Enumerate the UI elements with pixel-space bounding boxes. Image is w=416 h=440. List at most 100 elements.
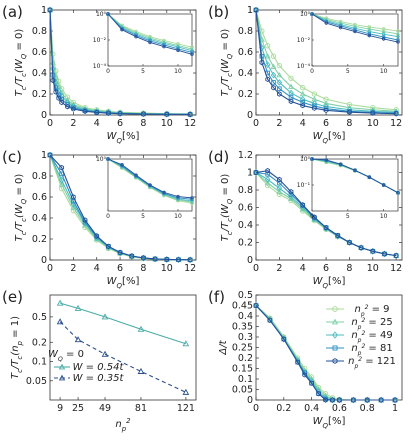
inset-data-point <box>106 157 110 161</box>
data-point <box>271 84 276 91</box>
y-tick-label: 0.2 <box>238 89 253 100</box>
inset-x-tick-label: 5 <box>141 213 145 220</box>
x-tick-label: 0 <box>253 263 259 274</box>
data-point <box>253 302 259 309</box>
inset-data-point <box>176 194 180 199</box>
inset-x-tick-label: 0 <box>106 68 110 75</box>
data-point <box>74 336 82 343</box>
data-point <box>59 99 65 106</box>
inset-c: 10⁰ 0 5 10 <box>96 156 195 220</box>
legend-marker <box>332 345 338 351</box>
y-tick-label: 0.05 <box>26 376 47 387</box>
inset-x-tick-label: 0 <box>310 213 314 220</box>
plot-frame <box>255 9 403 116</box>
data-point <box>300 85 306 91</box>
x-tick-label: 12 <box>184 118 196 129</box>
inset-data-point <box>324 21 328 26</box>
inset-data-point <box>148 40 152 45</box>
data-point <box>277 180 282 186</box>
x-tick-label: 4 <box>94 263 100 274</box>
inset-data-point <box>120 27 124 32</box>
data-point <box>187 111 193 118</box>
data-point <box>312 105 317 111</box>
x-tick-label: 0.2 <box>276 403 291 414</box>
data-point <box>323 107 329 113</box>
data-point <box>56 95 62 101</box>
series-line <box>49 154 191 261</box>
inset-data-point <box>339 162 343 167</box>
y-tick-label: 0.4 <box>238 220 253 231</box>
data-point <box>288 98 294 105</box>
inset-x-tick-label: 0 <box>310 68 314 75</box>
inset-y-tick-label: 10⁰ <box>96 156 107 163</box>
x-tick-label: 6 <box>323 118 329 129</box>
panel-label: (a) <box>2 3 23 21</box>
data-point <box>277 176 282 183</box>
y-tick-label: 1 <box>41 5 47 16</box>
inset-data-point <box>353 168 357 173</box>
data-point <box>152 256 158 262</box>
data-point <box>300 202 306 208</box>
inset-data-point <box>162 44 166 49</box>
y-tick-label: 0.6 <box>238 203 253 214</box>
data-point <box>259 59 265 66</box>
x-tick-label: 12 <box>390 118 402 129</box>
data-point <box>182 388 190 395</box>
x-tick-label: 0 <box>253 118 259 129</box>
panel-label: (c) <box>2 148 22 166</box>
inset-y-tick-label: 10⁻² <box>93 37 107 44</box>
data-point <box>270 53 277 59</box>
inset-data-point <box>396 40 400 44</box>
x-tick-label: 12 <box>390 263 402 274</box>
data-point <box>288 83 295 89</box>
inset-data-point <box>120 162 124 167</box>
x-tick-label: 0 <box>47 263 53 274</box>
data-point <box>393 252 399 259</box>
y-tick-label: 0.4 <box>32 213 47 224</box>
data-point <box>323 397 328 403</box>
y-axis-label: Tc/Tc(np = 1) <box>10 316 24 379</box>
data-point <box>300 100 306 105</box>
inset-y-tick-label: 10⁰ <box>300 11 311 18</box>
data-point <box>323 100 330 106</box>
x-tick-label: 9 <box>57 403 63 414</box>
x-tick-label: 81 <box>135 403 147 414</box>
x-tick-label: 12 <box>184 263 196 274</box>
data-point <box>276 184 283 192</box>
panel-f: 00.050.10.150.20.250.30.350.40.450.50 0.2… <box>208 288 403 430</box>
data-point <box>265 171 270 177</box>
inset-data-point <box>106 12 110 16</box>
data-point <box>47 7 53 13</box>
data-point <box>316 390 321 397</box>
x-tick-label: 0 <box>47 118 53 129</box>
data-point <box>276 188 283 194</box>
data-point <box>82 217 88 223</box>
series-line <box>59 302 187 345</box>
data-point <box>94 109 100 116</box>
data-point <box>265 168 271 174</box>
legend-marker <box>58 374 66 381</box>
data-point <box>264 53 271 59</box>
y-tick-label: 0.45 <box>232 301 253 312</box>
data-point <box>265 76 271 83</box>
x-tick-label: 2 <box>276 263 282 274</box>
legend-marker <box>58 363 66 370</box>
y-tick-label: 0.3 <box>238 332 253 343</box>
series-line <box>255 9 397 112</box>
x-tick-label: 2 <box>70 118 76 129</box>
x-tick-label: 0.8 <box>360 403 375 414</box>
data-point <box>323 224 329 231</box>
y-axis-label: Δ/t <box>218 339 229 355</box>
inset-x-tick-label: 0 <box>106 213 110 220</box>
y-tick-label: 0.6 <box>32 192 47 203</box>
series-line <box>255 170 397 257</box>
x-tick-label: 8 <box>140 263 146 274</box>
inset-b: 10⁰ 10⁻² 10⁻⁴0 5 10 <box>297 11 401 75</box>
data-point <box>106 110 111 116</box>
legend-label: np2 = 81 <box>351 343 392 357</box>
panel-d: 0 0.2 0.4 0.6 0.8 1 1.2 0 2 4 6 8 10 12 WQ[%] Tc/Tc(WQ … <box>208 148 403 290</box>
legend-label: np2 = 25 <box>351 317 392 331</box>
